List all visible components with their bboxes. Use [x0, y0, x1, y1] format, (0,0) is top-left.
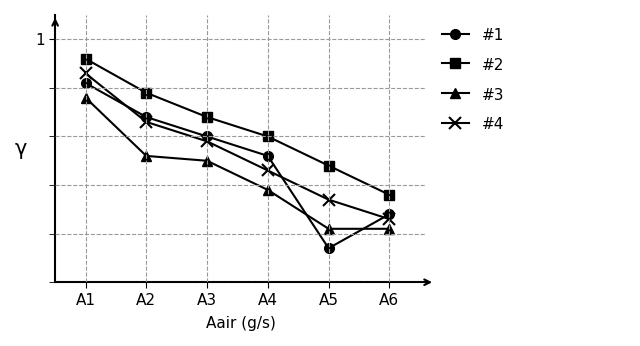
#4 — [264, 169, 271, 173]
#1 — [204, 134, 211, 138]
#4 — [143, 120, 150, 124]
#1 — [82, 81, 90, 85]
#2 — [82, 57, 90, 61]
#3 — [264, 188, 271, 192]
#1 — [324, 246, 332, 250]
#4 — [204, 139, 211, 143]
X-axis label: Aair (g/s): Aair (g/s) — [205, 316, 275, 331]
#3 — [204, 159, 211, 163]
#3 — [324, 227, 332, 231]
#1 — [143, 115, 150, 119]
#2 — [324, 164, 332, 168]
#2 — [264, 134, 271, 138]
#4 — [385, 217, 393, 221]
#3 — [82, 95, 90, 100]
Line: #2: #2 — [81, 54, 394, 200]
#2 — [385, 193, 393, 197]
#4 — [324, 198, 332, 202]
#1 — [385, 212, 393, 216]
Line: #4: #4 — [80, 68, 395, 225]
#3 — [143, 154, 150, 158]
#3 — [385, 227, 393, 231]
Line: #1: #1 — [81, 78, 394, 253]
Y-axis label: γ: γ — [15, 139, 28, 158]
#2 — [143, 91, 150, 95]
Line: #3: #3 — [81, 93, 394, 234]
#1 — [264, 154, 271, 158]
#4 — [82, 71, 90, 75]
#2 — [204, 115, 211, 119]
Legend: #1, #2, #3, #4: #1, #2, #3, #4 — [437, 22, 509, 137]
